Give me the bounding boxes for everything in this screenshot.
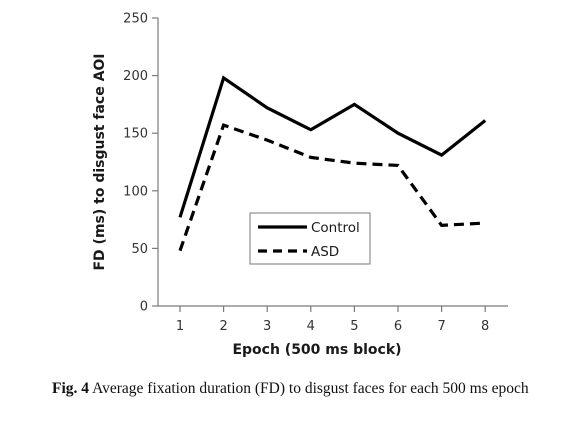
- series-line-control: [178, 75, 487, 218]
- legend-label-asd: ASD: [311, 244, 339, 260]
- legend-label-control: Control: [311, 220, 360, 236]
- x-tick-label: 2: [219, 319, 227, 334]
- y-tick-label: 0: [140, 300, 148, 315]
- x-tick-label: 4: [307, 319, 315, 334]
- legend-box: [249, 212, 371, 265]
- series-lines: [178, 75, 487, 252]
- figure-label: Fig. 4: [52, 380, 90, 397]
- legend: Control ASD: [249, 212, 371, 265]
- x-tick-label: 5: [350, 319, 358, 334]
- x-tick-label: 1: [176, 319, 184, 334]
- y-tick-label: 50: [131, 242, 148, 257]
- series-line-asd: [178, 123, 486, 252]
- x-tick-label: 8: [481, 319, 489, 334]
- x-tick-label: 6: [394, 319, 402, 334]
- y-axis-title: FD (ms) to disgust face AOI: [92, 53, 108, 270]
- y-tick-label: 100: [123, 184, 148, 199]
- x-tick-label: 7: [437, 319, 445, 334]
- line-chart: 0 50 100 150 200 250 1 2 3 4 5 6 7 8 Epoch (500 ms b…: [92, 12, 508, 358]
- figure-caption: Fig. 4 Average fixation duration (FD) to…: [52, 379, 552, 398]
- chart-axes: [157, 18, 508, 307]
- x-tick-label: 3: [263, 319, 271, 334]
- y-axis-ticks: 0 50 100 150 200 250: [123, 12, 158, 315]
- y-tick-label: 200: [123, 69, 148, 84]
- x-axis-ticks: 1 2 3 4 5 6 7 8: [176, 306, 489, 334]
- y-tick-label: 150: [123, 127, 148, 142]
- y-tick-label: 250: [123, 12, 148, 27]
- figure-caption-text: Average fixation duration (FD) to disgus…: [92, 380, 529, 397]
- x-axis-title: Epoch (500 ms block): [232, 342, 401, 358]
